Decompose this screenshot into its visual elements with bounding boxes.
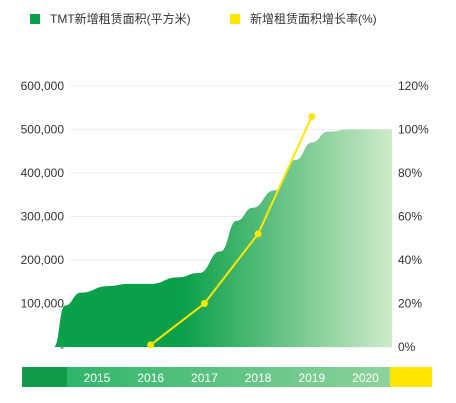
year-band: 2015 2016 2017 2018 2019 2020 [22, 367, 432, 387]
band-segment-end [390, 367, 432, 387]
right-axis-ticks: 0% 20% 40% 60% 80% 100% 120% [398, 79, 429, 354]
left-tick-label: 600,000 [21, 79, 65, 93]
growth-line-series [150, 116, 313, 346]
year-label: 2016 [137, 371, 164, 385]
band-segment-years [67, 367, 390, 387]
legend-area: TMT新增租赁面积(平方米) [30, 10, 191, 27]
left-tick-label: 400,000 [21, 166, 65, 180]
growth-point [200, 300, 208, 307]
right-tick-label: 80% [398, 166, 422, 180]
right-tick-label: 0% [398, 340, 416, 354]
legend-growth-label: 新增租赁面积增长率(%) [250, 12, 377, 26]
year-label: 2015 [84, 371, 111, 385]
year-label: 2019 [298, 371, 325, 385]
left-tick-label: 200,000 [21, 253, 65, 267]
left-tick-label: 100,000 [21, 297, 65, 311]
year-label: 2017 [191, 371, 218, 385]
growth-point [254, 230, 262, 238]
legend-growth: 新增租赁面积增长率(%) [230, 10, 377, 27]
growth-point [147, 341, 155, 349]
right-tick-label: 40% [398, 253, 422, 267]
area-series [54, 129, 392, 347]
right-tick-label: 120% [398, 79, 429, 93]
right-tick-label: 100% [398, 123, 429, 137]
legend-area-swatch [30, 13, 40, 24]
band-segment-start [22, 367, 67, 387]
year-label: 2020 [352, 371, 379, 385]
right-tick-label: 60% [398, 210, 422, 224]
legend-area-label: TMT新增租赁面积(平方米) [50, 12, 191, 26]
legend-growth-swatch [230, 13, 240, 24]
growth-point [308, 112, 316, 120]
left-axis-ticks: - 100,000 200,000 300,000 400,000 500,000 600,… [21, 79, 65, 354]
year-label: 2018 [245, 371, 272, 385]
left-tick-label: 300,000 [21, 210, 65, 224]
left-tick-label: - [60, 340, 64, 354]
right-tick-label: 20% [398, 297, 422, 311]
growth-points [147, 112, 316, 349]
left-tick-label: 500,000 [21, 123, 65, 137]
